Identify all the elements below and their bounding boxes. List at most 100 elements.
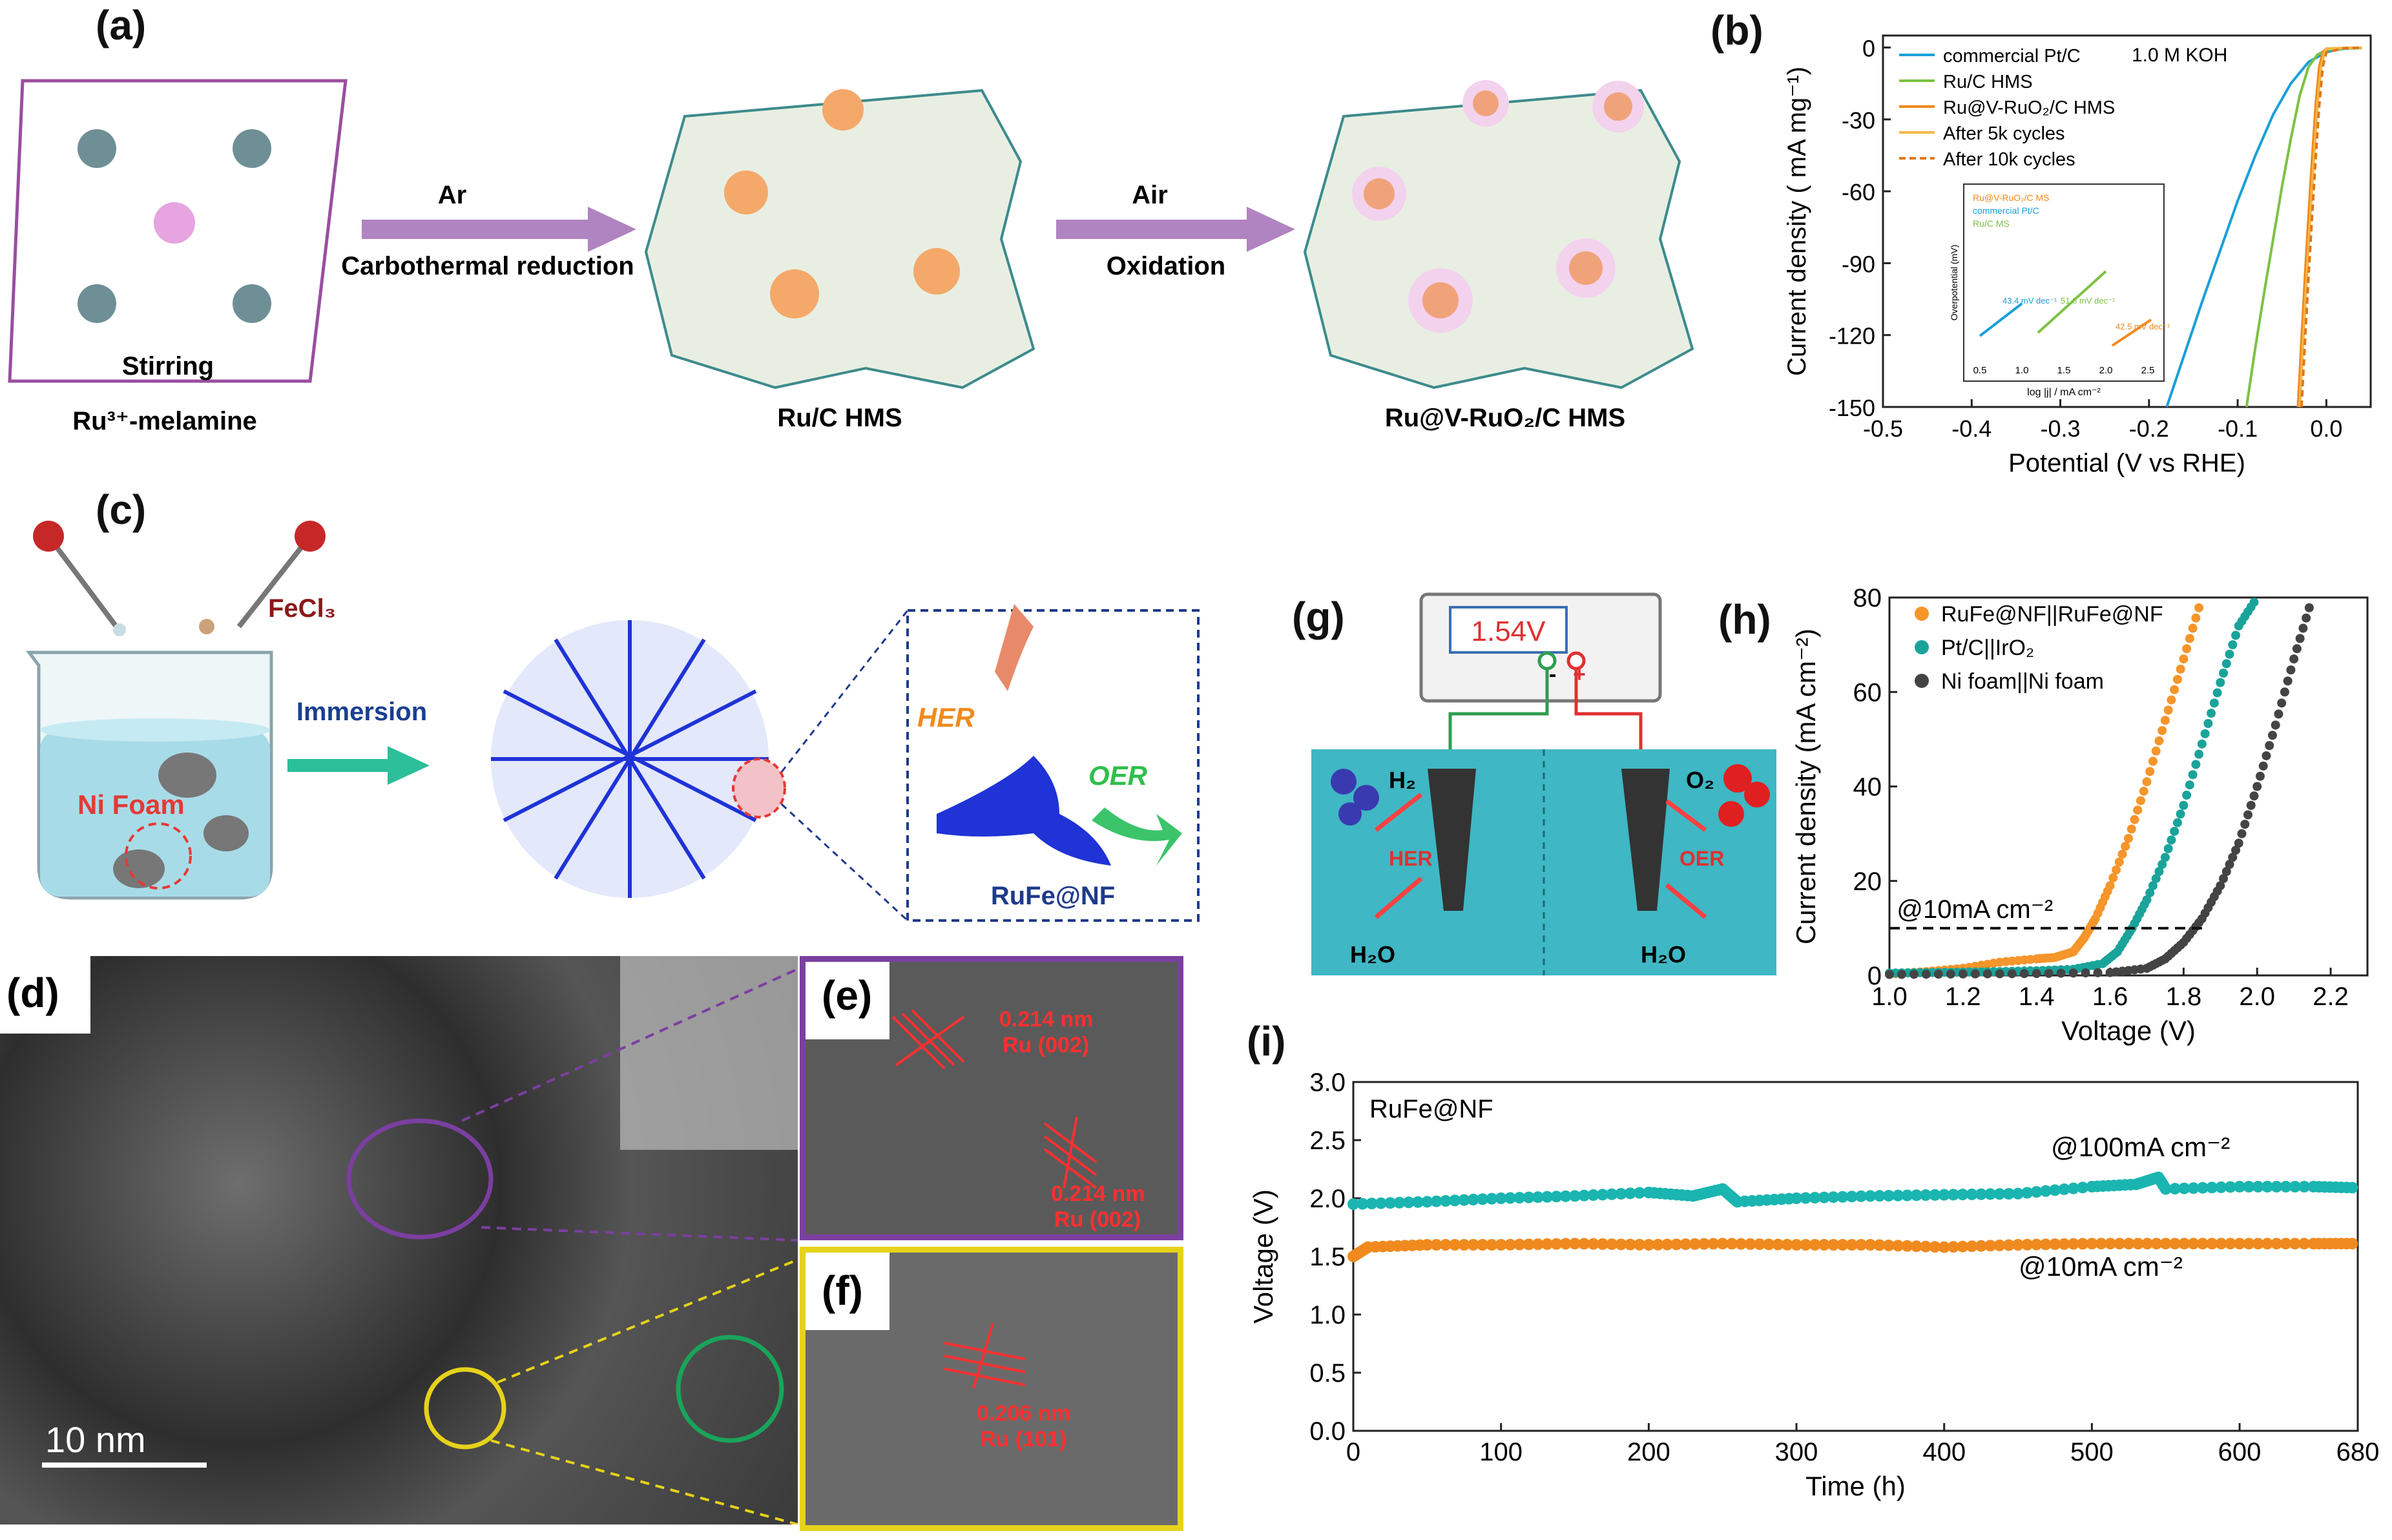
plane-label: Ru (002) bbox=[1054, 1207, 1141, 1232]
series-line bbox=[2298, 46, 2362, 408]
data-point bbox=[1578, 1189, 1590, 1202]
data-point bbox=[2188, 770, 2198, 780]
data-point bbox=[1909, 970, 1919, 979]
chart-title: RuFe@NF bbox=[1369, 1095, 1493, 1123]
chart-h-polarization: 1.0 1.2 1.4 1.6 1.8 2.0 2.2 0 20 40 60 80 Voltage (V… bbox=[1791, 584, 2369, 1046]
d-spacing-label: 0.206 nm bbox=[977, 1401, 1071, 1426]
data-point bbox=[2021, 1187, 2033, 1199]
data-point bbox=[1680, 1238, 1692, 1251]
x-tick-label: 200 bbox=[1627, 1438, 1670, 1466]
data-point bbox=[2228, 640, 2238, 650]
anode bbox=[1621, 769, 1670, 911]
y-tick-label: -30 bbox=[1842, 107, 1875, 134]
data-point bbox=[2215, 1238, 2227, 1250]
data-point bbox=[1504, 1192, 1516, 1204]
data-point bbox=[1744, 1238, 1756, 1250]
data-point bbox=[1402, 1196, 1415, 1209]
data-point bbox=[1809, 1192, 1821, 1204]
data-point bbox=[1569, 1190, 1581, 1202]
data-point bbox=[1578, 1238, 1590, 1250]
inset-x-axis-label: log |j| / mA cm⁻² bbox=[2027, 387, 2101, 398]
data-point bbox=[2139, 786, 2148, 796]
data-point bbox=[1477, 1193, 1489, 1205]
y-tick-label: 2.0 bbox=[1309, 1185, 1346, 1213]
data-point bbox=[2298, 1238, 2311, 1250]
rufe-nf-label: RuFe@NF bbox=[991, 882, 1115, 910]
hrtem-image-e: 0.214 nm Ru (002) 0.214 nm Ru (002) (e) bbox=[800, 956, 1183, 1240]
oer-label: OER bbox=[1088, 760, 1148, 791]
data-point bbox=[2056, 968, 2066, 978]
data-point bbox=[1910, 1240, 1922, 1253]
data-point bbox=[2289, 654, 2299, 664]
inset-x-tick-label: 2.5 bbox=[2141, 365, 2155, 376]
data-point bbox=[1504, 1238, 1516, 1251]
data-point bbox=[1477, 1239, 1489, 1251]
data-point bbox=[2258, 761, 2268, 771]
data-point bbox=[2170, 826, 2179, 836]
x-axis-label: Time (h) bbox=[1805, 1471, 1906, 1501]
data-point bbox=[2159, 1183, 2172, 1195]
x-tick-label: 100 bbox=[1479, 1438, 1523, 1466]
data-point bbox=[2187, 1238, 2200, 1250]
data-point bbox=[2114, 1238, 2126, 1250]
dropper-right bbox=[199, 521, 326, 634]
data-point bbox=[2032, 969, 2041, 979]
y-tick-label: -90 bbox=[1842, 251, 1875, 277]
legend-label: Ru/C HMS bbox=[1943, 72, 2033, 92]
x-tick-label: 0 bbox=[1346, 1438, 1360, 1466]
data-point bbox=[2151, 874, 2161, 884]
data-point bbox=[1357, 1198, 1369, 1210]
data-point bbox=[1430, 1239, 1442, 1251]
data-point bbox=[2295, 634, 2305, 643]
data-point bbox=[1532, 1238, 1544, 1251]
data-point bbox=[2292, 644, 2302, 654]
x-tick-label: -0.4 bbox=[1951, 415, 1992, 442]
inset-annotation: 42.5 mV dec⁻¹ bbox=[2116, 322, 2170, 331]
data-point bbox=[2159, 1238, 2172, 1250]
data-point bbox=[1421, 1196, 1433, 1208]
her-arrow bbox=[995, 604, 1034, 691]
data-point bbox=[2224, 1181, 2236, 1193]
data-point bbox=[2191, 760, 2201, 769]
data-point bbox=[2178, 1182, 2190, 1194]
data-point bbox=[1486, 1239, 1498, 1251]
hrtem-image-f: 0.206 nm Ru (101) (f) bbox=[800, 1247, 1183, 1531]
panel-label-h: (h) bbox=[1718, 596, 1771, 643]
data-point bbox=[2346, 1238, 2358, 1250]
data-point bbox=[2049, 1184, 2061, 1196]
data-point bbox=[2194, 603, 2204, 612]
data-point bbox=[2030, 1238, 2043, 1251]
inset-legend-label: commercial Pt/C bbox=[1973, 205, 2039, 216]
panel-label-a: (a) bbox=[96, 2, 147, 48]
data-point bbox=[2206, 1238, 2218, 1250]
data-point bbox=[1966, 1240, 1978, 1253]
data-point bbox=[2262, 751, 2271, 760]
x-tick-label: 2.0 bbox=[2239, 983, 2275, 1011]
data-point bbox=[1523, 1238, 1535, 1251]
data-point bbox=[2133, 806, 2143, 815]
x-tick-label: 0.0 bbox=[2310, 415, 2342, 442]
plane-label: Ru (002) bbox=[1003, 1033, 1089, 1057]
inset-x-tick-label: 0.5 bbox=[1973, 365, 1987, 376]
data-point bbox=[2274, 709, 2283, 719]
x-tick-label: -0.2 bbox=[2129, 415, 2169, 442]
x-tick-label: 500 bbox=[2070, 1438, 2114, 1466]
data-point bbox=[2221, 867, 2231, 877]
data-point bbox=[1947, 1241, 1959, 1253]
data-point bbox=[2160, 716, 2170, 725]
d-spacing-label: 0.214 nm bbox=[1051, 1181, 1145, 1206]
legend-label: Ni foam||Ni foam bbox=[1941, 669, 2104, 694]
data-point bbox=[2169, 1183, 2181, 1195]
data-point bbox=[2077, 1238, 2089, 1250]
data-point bbox=[2203, 719, 2213, 728]
y-tick-label: 20 bbox=[1853, 868, 1882, 896]
y-tick-label: 2.5 bbox=[1309, 1127, 1346, 1155]
data-point bbox=[2224, 1238, 2236, 1250]
panel-label-b: (b) bbox=[1711, 7, 1763, 54]
data-point bbox=[2077, 1181, 2089, 1194]
data-point bbox=[2012, 1187, 2024, 1200]
immersion-label: Immersion bbox=[296, 698, 427, 726]
series-line bbox=[2300, 46, 2362, 408]
x-tick-label: -0.3 bbox=[2041, 415, 2081, 442]
data-point bbox=[2249, 791, 2259, 801]
